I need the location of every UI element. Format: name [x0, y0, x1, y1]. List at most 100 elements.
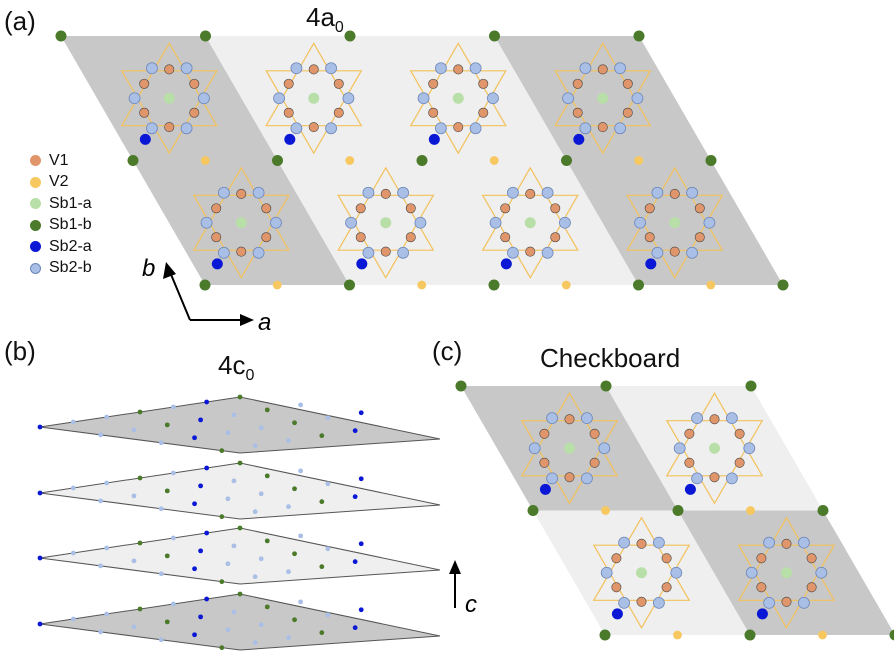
v1-atom: [684, 457, 695, 468]
sb2b-atom: [345, 216, 357, 229]
layer-atom: [104, 545, 110, 551]
sb1b-atom: [561, 155, 572, 166]
layer-atom: [170, 535, 176, 541]
layer-atom: [198, 548, 204, 554]
layer-atom: [192, 632, 197, 638]
v1-atom: [283, 78, 294, 89]
sb2b-atom: [469, 62, 482, 75]
layer-atom: [204, 465, 210, 471]
sb2b-atom: [691, 472, 703, 485]
sb1a-atom: [308, 92, 320, 104]
layer-atom: [298, 468, 304, 474]
layer-atom: [37, 555, 43, 561]
layer-atom: [164, 422, 170, 428]
sb2b-atom: [618, 596, 630, 609]
v1-atom: [139, 78, 150, 89]
sb2b-atom: [651, 246, 664, 259]
sb2b-atom: [703, 216, 716, 229]
v1-atom: [709, 414, 720, 425]
layer-atom: [225, 627, 231, 633]
layer-atom: [286, 438, 291, 444]
v1-atom: [380, 188, 391, 199]
v2-atom: [345, 156, 355, 165]
sb2a-atom: [284, 133, 296, 145]
layer-atom: [98, 498, 104, 504]
layer-atom: [170, 470, 176, 476]
sb1b-atom: [633, 279, 644, 291]
v1-atom: [428, 78, 439, 89]
sb2b-atom: [273, 92, 285, 105]
layer-atom: [219, 514, 225, 520]
layer-plane: [39, 462, 441, 520]
sb1a-atom: [781, 567, 792, 579]
axes: b a c: [142, 255, 477, 618]
sb2b-atom: [726, 472, 738, 485]
sb2a-atom: [139, 133, 151, 145]
sb2b-atom: [579, 62, 592, 75]
v1-atom: [589, 457, 600, 468]
v1-atom: [355, 232, 366, 243]
layer-4: [37, 591, 441, 651]
v1-atom: [661, 582, 672, 593]
layer-atom: [298, 599, 304, 605]
v1-atom: [564, 414, 575, 425]
sb2b-atom: [798, 536, 810, 549]
v1-atom: [622, 107, 633, 118]
panel-b-tag: (b): [4, 336, 36, 366]
v1-atom: [500, 232, 511, 243]
layer-atom: [264, 407, 270, 413]
axis-c-label: c: [465, 591, 477, 618]
v1-atom: [308, 122, 319, 133]
v1-atom: [189, 107, 200, 118]
sb2a-atom: [211, 258, 223, 270]
sb2b-atom: [634, 216, 646, 229]
layer-atom: [225, 561, 231, 567]
sb2b-marker: [30, 262, 41, 274]
layer-atom: [286, 504, 291, 510]
sb2b-atom: [653, 596, 665, 609]
layer-atom: [225, 496, 231, 502]
sb2b-atom: [631, 92, 644, 105]
layer-atom: [325, 546, 331, 552]
layer-atom: [258, 622, 264, 628]
sb2b-atom: [180, 122, 193, 135]
sb2b-atom: [362, 246, 375, 259]
v1-atom: [261, 232, 272, 243]
layer-atom: [70, 616, 76, 622]
layer-atom: [131, 558, 137, 564]
v1-atom: [333, 107, 344, 118]
sb2b-atom: [290, 122, 303, 135]
panel-c-checkboard-lattice: [455, 380, 894, 641]
layer-atom: [70, 485, 76, 491]
sb2b-atom: [146, 122, 158, 135]
v1-atom: [261, 203, 272, 214]
layer-atom: [252, 443, 258, 449]
layer-atom: [237, 460, 243, 466]
v1-atom: [734, 428, 745, 439]
v1-atom: [405, 203, 416, 214]
sb1b-atom: [633, 30, 645, 42]
v1-atom: [709, 472, 720, 483]
layer-atom: [231, 543, 237, 549]
layer-atom: [98, 629, 104, 635]
layer-atom: [192, 435, 197, 441]
v2-atom: [561, 280, 571, 290]
axis-b-arrow: [163, 262, 191, 321]
sb1a-atom: [235, 217, 247, 229]
v1-atom: [139, 107, 150, 118]
layer-atom: [37, 424, 43, 430]
v1-atom: [694, 232, 705, 243]
sb2b-atom: [128, 92, 141, 105]
layer-atom: [258, 491, 264, 497]
layer-atom: [98, 563, 104, 569]
v2-atom: [489, 156, 499, 165]
layer-atom: [358, 410, 364, 416]
sb2a-atom: [645, 258, 657, 270]
layer-atom: [198, 614, 204, 620]
sb2b-atom: [600, 566, 613, 579]
v1-atom: [539, 457, 550, 468]
sb2b-atom: [397, 186, 409, 199]
layer-atom: [231, 478, 237, 484]
sb2b-atom: [670, 566, 683, 579]
